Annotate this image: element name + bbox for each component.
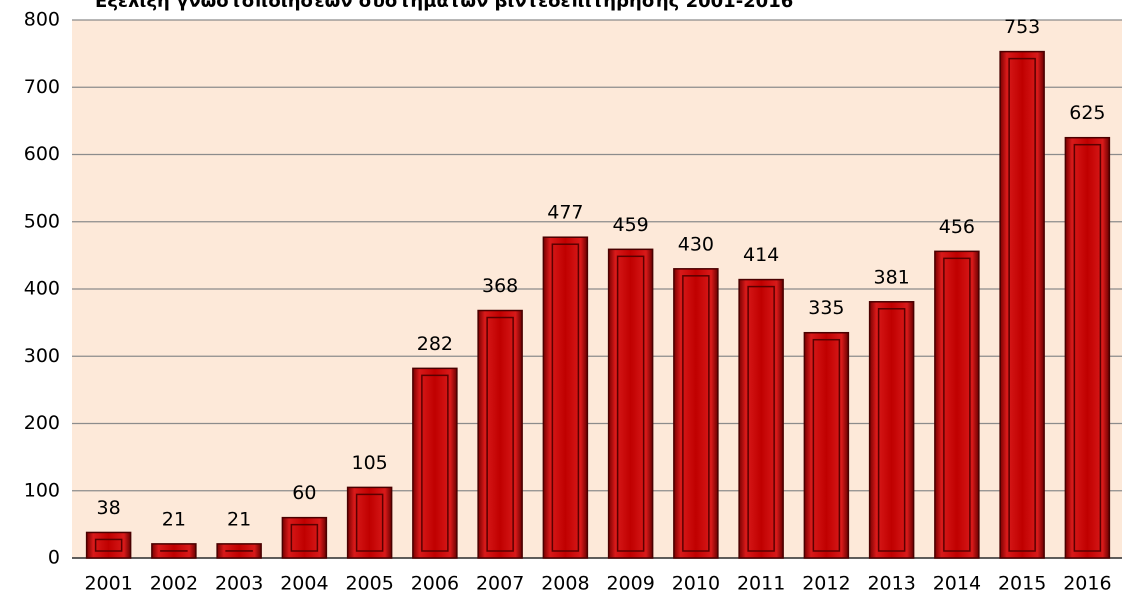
bar [999,50,1045,559]
x-tick-label: 2015 [998,573,1046,595]
bar [412,367,458,559]
x-tick-label: 2002 [150,573,198,595]
bar-bevel [747,285,775,552]
value-label: 105 [351,452,387,474]
bar [738,278,784,559]
x-tick-label: 2003 [215,573,263,595]
value-label: 21 [162,508,186,530]
x-tick-label: 2014 [933,573,981,595]
value-label: 477 [547,202,583,224]
y-tick-label: 800 [24,9,60,31]
value-label: 753 [1004,16,1040,38]
value-label: 414 [743,244,779,266]
bar-bevel [682,275,710,552]
y-tick-label: 0 [48,547,60,569]
value-label: 381 [873,266,909,288]
bar [934,250,980,559]
x-tick-label: 2007 [476,573,524,595]
x-tick-label: 2005 [345,573,393,595]
x-tick-label: 2006 [411,573,459,595]
y-tick-label: 200 [24,412,60,434]
value-label: 430 [678,233,714,255]
bar-bevel [616,255,645,552]
value-label: 368 [482,275,518,297]
bar [868,301,915,559]
bar-bevel [355,493,384,552]
chart-title: Εξέλιξη γνωστοποιήσεων συστημάτων βιντεο… [95,0,793,12]
value-label: 60 [292,482,316,504]
x-tick-label: 2010 [672,573,720,595]
y-tick-label: 500 [24,210,60,232]
bar-bevel [421,374,449,552]
bar [346,486,393,559]
value-label: 38 [97,497,121,519]
x-tick-label: 2001 [84,573,132,595]
x-tick-label: 2011 [737,573,785,595]
y-tick-label: 600 [24,143,60,165]
bar-bevel [1008,57,1036,552]
bar [85,531,132,559]
y-tick-label: 400 [24,278,60,300]
bar-bevel [943,257,971,552]
bar-bevel [94,538,123,552]
value-label: 282 [417,333,453,355]
bar [281,516,328,559]
bar [477,309,523,559]
y-tick-label: 700 [24,76,60,98]
x-tick-label: 2012 [802,573,850,595]
bar [1064,136,1111,559]
bar [803,331,850,559]
y-tick-label: 100 [24,479,60,501]
bar-bevel [551,243,580,552]
bar-bevel [1073,143,1102,552]
x-tick-label: 2013 [867,573,915,595]
value-label: 21 [227,508,251,530]
y-tick-label: 300 [24,345,60,367]
value-label: 335 [808,297,844,319]
value-label: 456 [939,216,975,238]
bar [542,236,589,559]
bar-bevel [877,308,906,552]
bar-bevel [486,316,514,552]
x-tick-label: 2008 [541,573,589,595]
bar-bevel [812,338,841,552]
value-label: 459 [612,214,648,236]
bar [607,248,654,559]
x-tick-label: 2004 [280,573,328,595]
bar-bevel [290,523,319,552]
x-tick-label: 2016 [1063,573,1111,595]
x-tick-label: 2009 [606,573,654,595]
value-label: 625 [1069,102,1105,124]
bar [673,268,719,559]
